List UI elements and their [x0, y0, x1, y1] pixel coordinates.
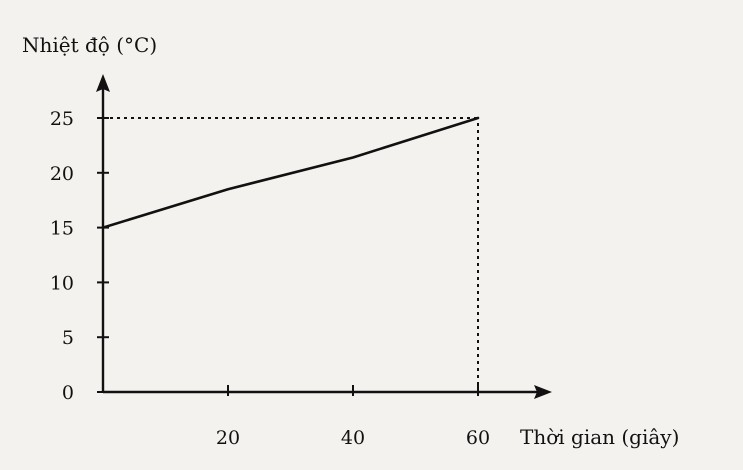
y-tick-label-20: 20: [50, 163, 74, 185]
y-tick-label-25: 25: [50, 108, 74, 130]
x-tick-label-40: 40: [341, 427, 365, 449]
y-axis-arrow: [96, 74, 110, 92]
y-tick-label-10: 10: [50, 272, 74, 294]
x-tick-label-20: 20: [216, 427, 240, 449]
reference-lines: [103, 117, 479, 392]
y-tick-label-0: 0: [62, 382, 74, 404]
y-tick-label-5: 5: [62, 327, 74, 349]
axis-ticks: 0 5 10 15 20 25 20 40 60: [50, 108, 490, 449]
y-axis-title: Nhiệt độ (°C): [22, 33, 157, 57]
x-tick-label-60: 60: [466, 427, 490, 449]
x-axis-title: Thời gian (giây): [520, 425, 679, 449]
axes: [96, 74, 552, 399]
series-line-0: [101, 116, 480, 229]
y-tick-label-15: 15: [50, 218, 74, 240]
series: [101, 116, 480, 229]
x-axis-arrow: [534, 385, 552, 399]
